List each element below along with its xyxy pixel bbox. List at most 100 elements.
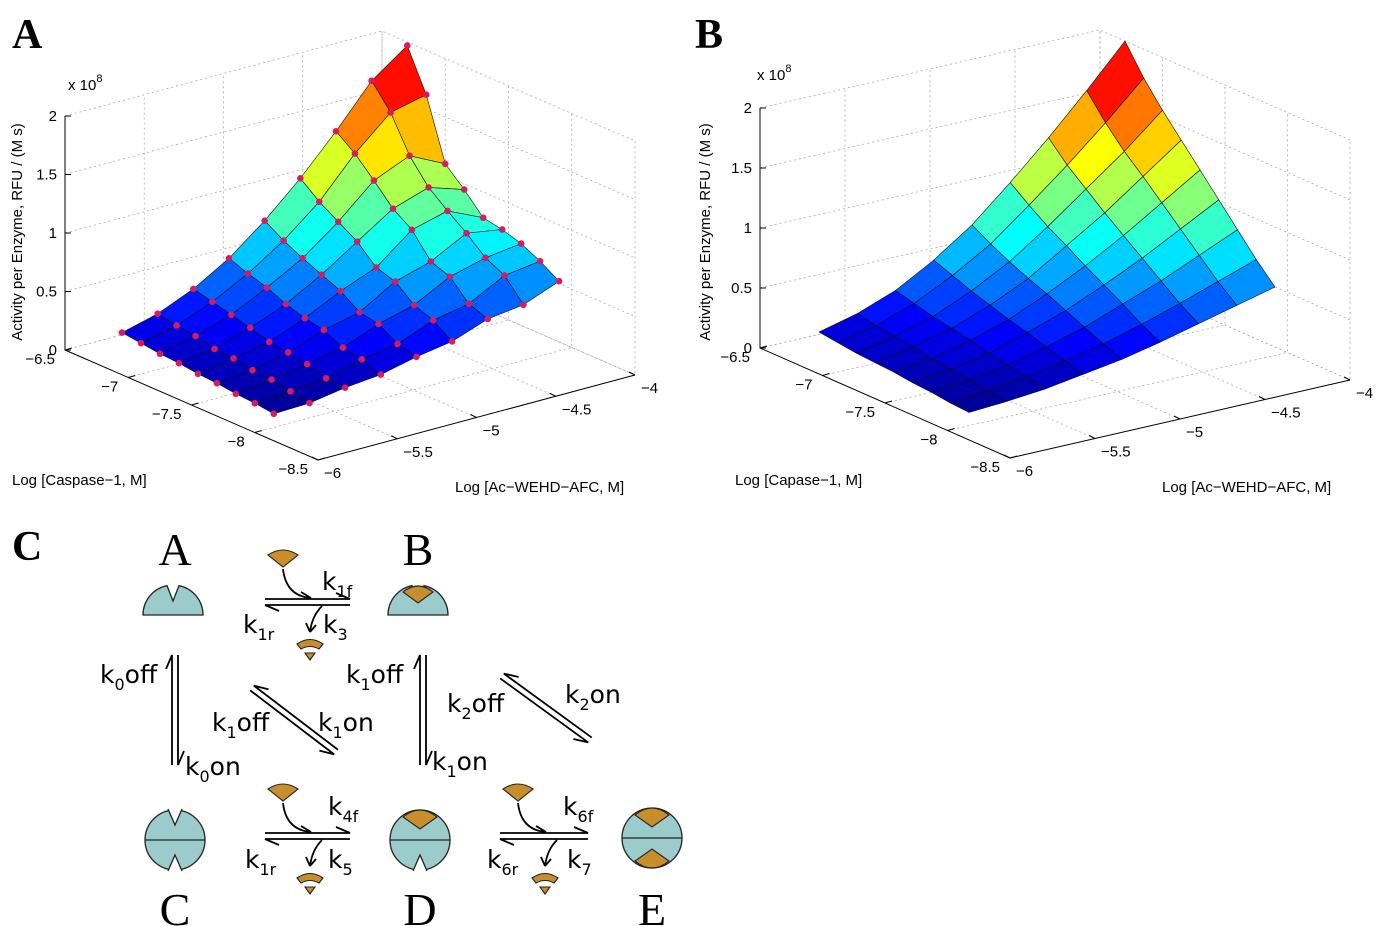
substrate <box>267 549 299 568</box>
data-point <box>301 314 309 322</box>
tick-mark <box>391 435 398 440</box>
data-point <box>232 390 240 398</box>
rate-constant: k7 <box>567 845 592 879</box>
data-point <box>517 240 525 247</box>
rate-constant: k1off <box>346 660 404 694</box>
product <box>531 872 559 884</box>
y-tick-label: −8.5 <box>970 459 1000 476</box>
y-tick-label: −7.5 <box>845 404 875 421</box>
rate-constant: k2on <box>565 680 621 714</box>
panel-letter: C <box>12 524 42 570</box>
x-tick-label: −5.5 <box>1101 444 1131 461</box>
data-point <box>341 384 349 391</box>
data-point <box>282 300 290 308</box>
data-point <box>332 128 340 135</box>
x-tick-label: −6 <box>324 465 341 482</box>
rate-constant: k1f <box>322 567 353 601</box>
reaction-arrow <box>177 655 185 766</box>
data-point <box>413 353 420 361</box>
product <box>296 872 324 884</box>
data-point <box>268 376 275 383</box>
data-point <box>213 379 221 387</box>
data-point <box>353 238 361 245</box>
data-point <box>306 399 313 407</box>
data-point <box>251 399 259 407</box>
binding-arrow <box>517 802 547 833</box>
data-point <box>368 77 375 85</box>
rate-suffix: on <box>210 752 241 781</box>
data-point <box>387 109 394 116</box>
state-label: C <box>160 884 191 926</box>
substrate <box>267 783 299 802</box>
data-point <box>194 370 202 378</box>
data-point <box>270 410 278 418</box>
data-point <box>484 315 492 323</box>
rate-suffix: off <box>472 689 505 718</box>
data-point <box>427 258 435 265</box>
z-tick-label: 0.5 <box>731 280 752 297</box>
surface-patch <box>949 390 1009 413</box>
axis-multiplier: x 108 <box>68 73 102 94</box>
state-label: E <box>638 884 666 926</box>
data-point <box>404 42 411 49</box>
y-tick-label: −6.5 <box>25 351 55 368</box>
x-tick-label: −4.5 <box>562 401 592 418</box>
rate-subscript: 2 <box>579 695 589 714</box>
substrate-bound <box>402 809 438 830</box>
data-point <box>394 340 401 348</box>
rate-symbol: k <box>243 610 258 639</box>
tick-mark <box>1343 376 1351 381</box>
grid-line <box>759 149 1351 261</box>
data-point <box>175 359 183 367</box>
tick-mark <box>628 371 636 376</box>
reaction-arrow <box>264 838 350 846</box>
data-point <box>339 344 347 351</box>
y-tick-label: −6.5 <box>720 349 750 366</box>
rate-constant: k5 <box>328 845 353 879</box>
rate-subscript: 1f <box>336 582 352 601</box>
data-point <box>356 308 363 316</box>
state-label: A <box>158 524 191 575</box>
rate-symbol: k <box>185 752 200 781</box>
z-tick-label: 2 <box>744 100 752 117</box>
data-point <box>156 350 164 358</box>
grid-line <box>759 29 1351 141</box>
rate-subscript: 1 <box>332 723 342 742</box>
y-tick-label: −8 <box>920 432 937 449</box>
rate-suffix: on <box>457 747 488 776</box>
axis-label: Activity per Enzyme, RFU / (M s) <box>697 123 714 341</box>
reaction-arrow <box>425 655 433 766</box>
rate-constant: k1r <box>243 610 275 644</box>
data-point <box>227 311 235 319</box>
y-tick-label: −8 <box>228 434 245 451</box>
reaction-arrow <box>499 677 589 744</box>
rate-constant: k0on <box>185 752 241 786</box>
data-point <box>375 320 382 328</box>
active-site <box>412 853 428 872</box>
z-tick-label: 1 <box>49 225 57 242</box>
rate-subscript: 1r <box>259 860 276 879</box>
reaction-arrow <box>499 838 588 846</box>
data-point <box>246 324 254 332</box>
grid-line <box>947 112 1288 431</box>
data-point <box>303 360 311 368</box>
product <box>538 886 552 895</box>
rate-symbol: k <box>100 660 115 689</box>
y-tick-label: −7 <box>101 379 118 396</box>
tick-mark <box>822 373 830 376</box>
data-point <box>118 329 126 336</box>
rate-constant: k1on <box>318 708 374 742</box>
rate-symbol: k <box>563 792 578 821</box>
z-tick-label: 0 <box>49 342 57 359</box>
rate-suffix: off <box>125 660 158 689</box>
surface-plot: 0 0.5 1 1.5 2 −8.5 −8 −7.5 −7 −6.5 −6 −5.5 −5 −4.5 −4 L… <box>697 29 1373 496</box>
tick-mark <box>128 375 136 378</box>
data-point <box>482 254 489 262</box>
data-point <box>154 310 161 317</box>
rate-subscript: 4f <box>342 807 358 826</box>
release-arrow <box>305 839 323 867</box>
rate-symbol: k <box>567 845 582 874</box>
